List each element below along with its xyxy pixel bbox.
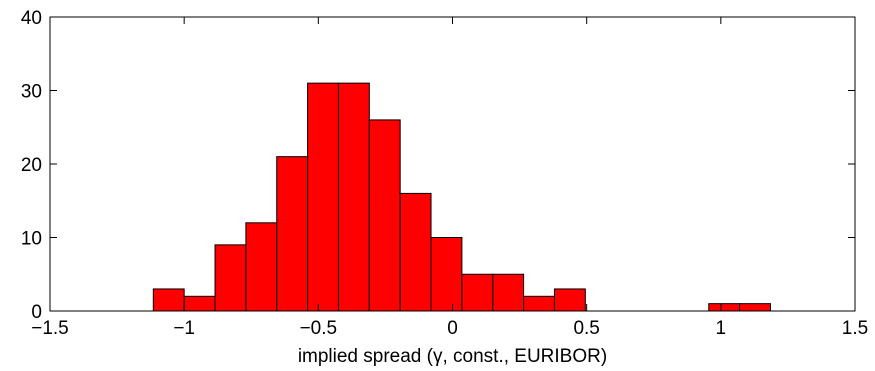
histogram-bar <box>399 192 432 312</box>
y-tick-label: 30 <box>21 82 42 103</box>
histogram-bar <box>492 273 525 312</box>
histogram-bar <box>461 273 494 312</box>
x-tick-label: 0 <box>447 318 458 339</box>
x-tick-label: 1.5 <box>842 318 868 339</box>
x-axis-label: implied spread (γ, const., EURIBOR) <box>298 346 607 367</box>
histogram-bar <box>553 288 586 312</box>
histogram-bar <box>214 244 247 312</box>
histogram-bar <box>430 237 463 312</box>
histogram-bar <box>368 119 401 312</box>
y-tick-label: 10 <box>21 229 42 250</box>
y-tick-label: 20 <box>21 155 42 176</box>
x-tick-label: 0.5 <box>573 318 599 339</box>
y-tick-label: 0 <box>31 302 42 323</box>
bars-group <box>152 82 771 312</box>
plot-area-frame <box>49 16 856 312</box>
x-tick-label: −1.5 <box>31 318 69 339</box>
x-tick-labels: −1.5 −1 −0.5 0 0.5 1 1.5 <box>31 318 868 339</box>
x-tick-label: −0.5 <box>300 318 338 339</box>
histogram-bar <box>245 222 278 312</box>
x-tick-label: −1 <box>173 318 195 339</box>
histogram-bar <box>523 295 555 312</box>
y-tick-labels: 0 10 20 30 40 <box>21 8 42 323</box>
histogram-bar <box>307 82 339 312</box>
histogram-bar <box>183 295 216 312</box>
histogram-bar <box>708 303 741 312</box>
x-tick-label: 1 <box>716 318 727 339</box>
histogram-bar <box>152 288 185 312</box>
histogram-bar <box>276 156 309 312</box>
histogram-bar <box>337 82 370 312</box>
y-tick-label: 40 <box>21 8 42 29</box>
histogram-bar <box>739 303 771 312</box>
